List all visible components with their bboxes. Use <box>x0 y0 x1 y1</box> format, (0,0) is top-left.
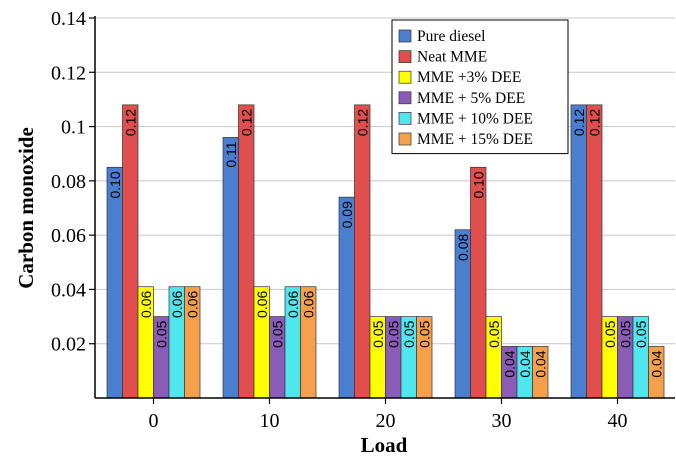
y-tick-label: 0.12 <box>51 62 86 84</box>
data-label: 0.08 <box>455 234 471 261</box>
data-label: 0.06 <box>169 291 185 318</box>
y-axis-title: Carbon monoxide <box>14 127 38 289</box>
legend-box <box>391 19 569 155</box>
data-label: 0.05 <box>602 320 618 347</box>
legend-entry: MME + 15% DEE <box>417 131 533 148</box>
x-tick-label: 10 <box>260 410 280 432</box>
y-tick-label: 0.04 <box>51 279 86 301</box>
y-tick-label: 0.06 <box>51 225 86 247</box>
y-tick-label: 0.1 <box>61 117 86 139</box>
data-label: 0.05 <box>269 320 285 347</box>
legend-swatch <box>398 132 412 146</box>
data-label: 0.04 <box>501 350 517 377</box>
data-label: 0.10 <box>107 171 123 198</box>
x-tick-label: 20 <box>376 410 396 432</box>
legend-swatch <box>398 50 412 63</box>
data-label: 0.10 <box>470 171 486 198</box>
data-label: 0.04 <box>517 350 533 377</box>
data-label: 0.06 <box>254 291 270 318</box>
x-tick-label: 0 <box>149 410 159 432</box>
data-label: 0.06 <box>285 291 301 318</box>
legend-entry: MME + 5% DEE <box>417 90 525 107</box>
data-label: 0.04 <box>648 350 664 377</box>
data-label: 0.05 <box>153 320 169 347</box>
y-tick-label: 0.14 <box>51 8 86 30</box>
data-label: 0.05 <box>416 320 432 347</box>
data-label: 0.12 <box>571 109 587 136</box>
y-tick-label: 0.02 <box>51 334 86 356</box>
data-label: 0.06 <box>138 291 154 318</box>
bar <box>122 104 139 399</box>
legend-swatch <box>398 70 412 84</box>
bar <box>470 166 487 399</box>
y-tick-label: 0.08 <box>51 171 86 193</box>
data-label: 0.12 <box>354 109 370 136</box>
data-label: 0.05 <box>617 320 633 347</box>
data-label: 0.12 <box>122 109 138 136</box>
legend-swatch <box>398 29 412 43</box>
data-label: 0.11 <box>223 141 239 167</box>
data-label: 0.12 <box>586 109 602 136</box>
bar <box>586 104 603 399</box>
legend-entry: MME +3% DEE <box>417 69 521 86</box>
data-label: 0.05 <box>633 320 649 347</box>
legend-swatch <box>398 112 412 125</box>
legend-entry: Neat MME <box>417 49 487 66</box>
bar <box>238 104 255 399</box>
legend-entry: MME + 10% DEE <box>417 110 533 127</box>
bar <box>106 166 123 399</box>
bar <box>570 104 587 399</box>
bar <box>354 104 371 399</box>
x-tick-label: 40 <box>608 410 628 432</box>
data-label: 0.04 <box>532 350 548 377</box>
bar <box>222 137 239 399</box>
data-label: 0.09 <box>339 201 355 228</box>
x-axis-title: Load <box>361 433 408 457</box>
data-label: 0.05 <box>401 320 417 347</box>
data-label: 0.05 <box>486 320 502 347</box>
data-label: 0.06 <box>184 291 200 318</box>
data-label: 0.05 <box>385 320 401 347</box>
data-label: 0.12 <box>238 109 254 136</box>
legend-swatch <box>398 91 412 105</box>
x-tick-label: 30 <box>492 410 512 432</box>
data-label: 0.05 <box>370 320 386 347</box>
legend-entry: Pure diesel <box>417 28 485 45</box>
data-label: 0.06 <box>300 291 316 318</box>
